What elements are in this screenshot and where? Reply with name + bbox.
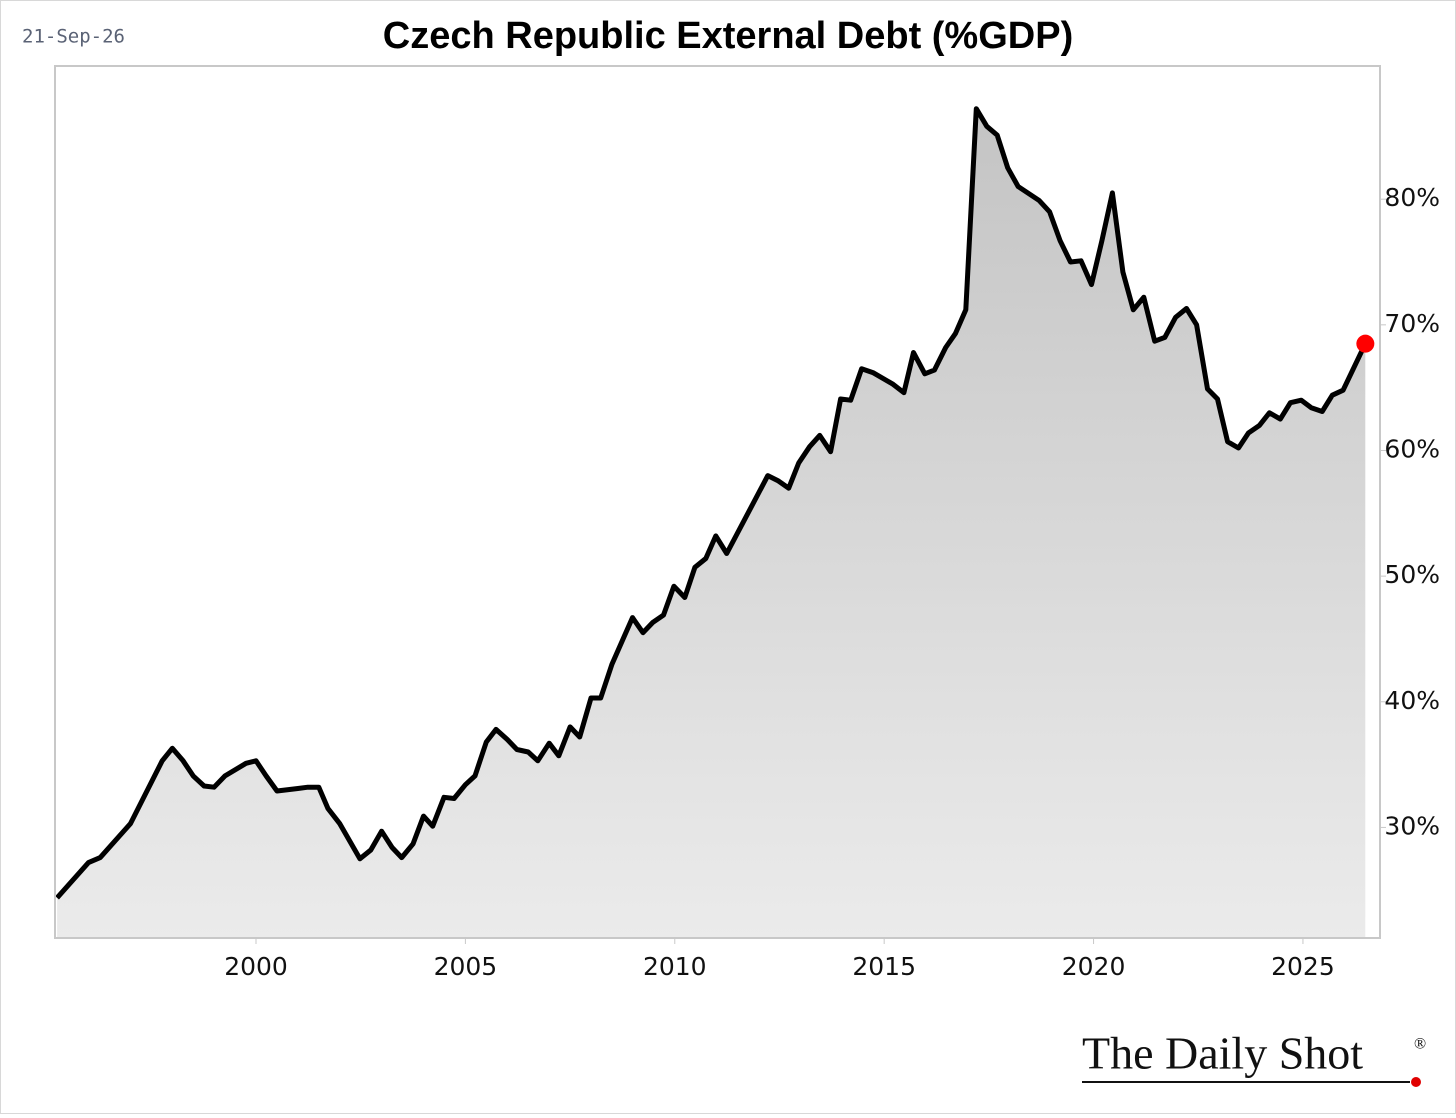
x-tick-label: 2020 <box>1062 952 1126 981</box>
y-tick-label: 40% <box>1384 686 1440 715</box>
y-tick-label: 60% <box>1384 434 1440 463</box>
y-tick-label: 50% <box>1384 560 1440 589</box>
plot-area <box>55 106 1375 938</box>
x-tick-label: 2015 <box>852 952 916 981</box>
y-tick-label: 30% <box>1384 811 1440 840</box>
logo-dot <box>1411 1077 1421 1087</box>
x-tick-label: 2010 <box>643 952 707 981</box>
date-stamp: 21-Sep-26 <box>22 26 125 48</box>
chart-title: Czech Republic External Debt (%GDP) <box>383 15 1073 57</box>
line <box>55 106 1368 900</box>
last-point <box>1356 334 1375 353</box>
plot-border <box>54 65 1381 939</box>
source-mark: ® <box>1414 1036 1426 1053</box>
y-tick-label: 80% <box>1384 183 1440 212</box>
x-tick-label: 2025 <box>1271 952 1335 981</box>
x-tick-label: 2005 <box>434 952 498 981</box>
x-tick-label: 2000 <box>224 952 288 981</box>
area-fill <box>57 108 1366 938</box>
y-tick-label: 70% <box>1384 309 1440 338</box>
source-logo: The Daily Shot <box>1082 1028 1363 1079</box>
